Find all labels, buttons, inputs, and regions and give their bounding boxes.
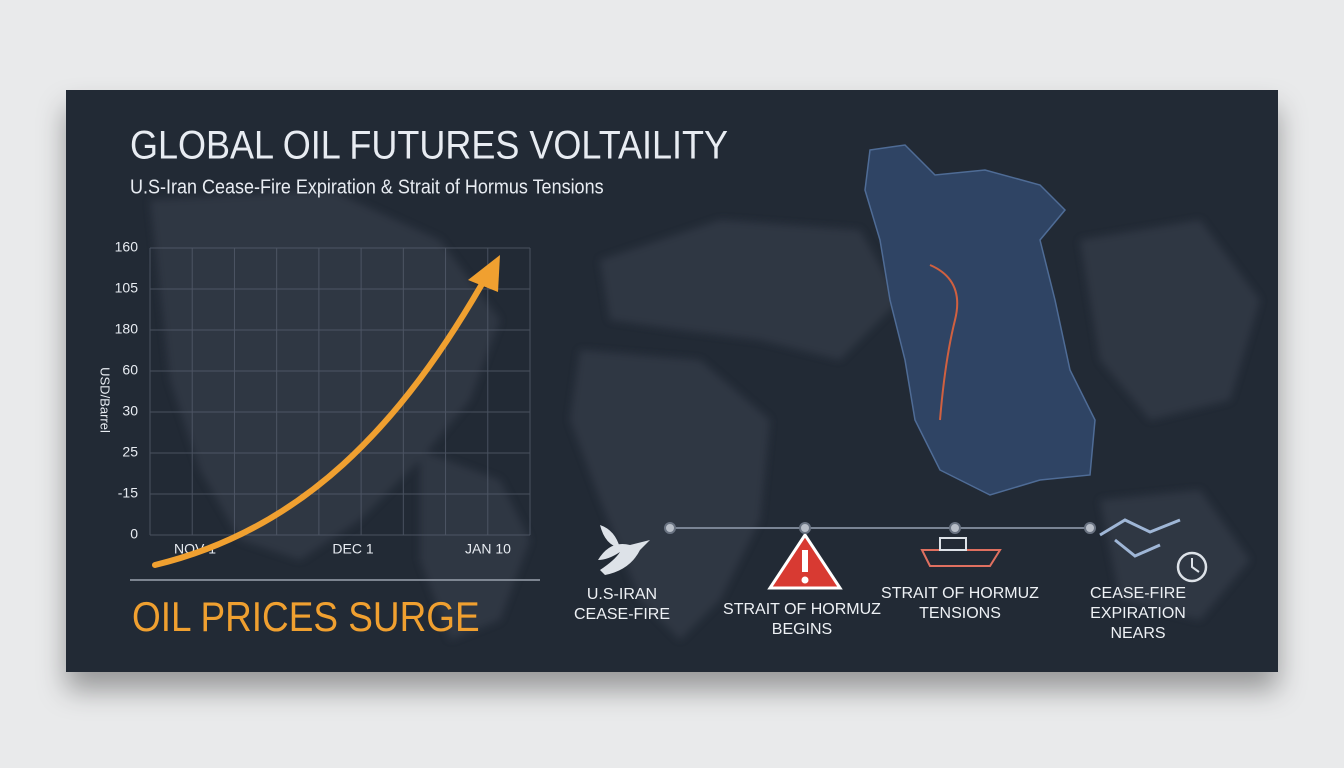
event-label: U.S-IRAN xyxy=(587,586,657,603)
timeline-dot xyxy=(664,522,676,534)
strait-route xyxy=(929,264,959,421)
y-label: 160 xyxy=(115,239,139,255)
handshake-icon xyxy=(1099,518,1181,558)
title: GLOBAL OIL FUTURES VOLTAILITY xyxy=(130,124,728,168)
chart-grid xyxy=(149,247,531,536)
y-label: 0 xyxy=(130,526,138,542)
iran-map xyxy=(864,144,1096,496)
dove-icon xyxy=(598,525,650,575)
x-label: JAN 10 xyxy=(465,541,511,557)
event-label: CEASE-FIRE xyxy=(574,606,670,623)
event-label: EXPIRATION xyxy=(1090,605,1186,622)
timeline-labels: U.S-IRAN CEASE-FIRE STRAIT OF HORMUZ BEGINS… xyxy=(574,585,1186,642)
y-label: 180 xyxy=(115,321,139,337)
y-label: -15 xyxy=(118,485,138,501)
event-label: STRAIT OF HORMUZ xyxy=(881,585,1039,602)
timeline-dot xyxy=(1084,522,1096,534)
headline: OIL PRICES SURGE xyxy=(132,594,480,641)
y-labels: 160 105 180 60 30 25 -15 0 xyxy=(115,239,139,542)
event-label: TENSIONS xyxy=(919,605,1001,622)
clock-hands xyxy=(1191,558,1200,573)
x-label: DEC 1 xyxy=(332,541,373,557)
x-label: NOV 1 xyxy=(174,541,216,557)
arrow-head xyxy=(468,255,500,292)
timeline-icons xyxy=(598,518,1208,590)
x-labels: NOV 1 DEC 1 JAN 10 xyxy=(174,541,511,557)
event-label: BEGINS xyxy=(772,621,832,638)
event-label: STRAIT OF HORMUZ xyxy=(723,601,881,618)
y-label: 60 xyxy=(122,362,138,378)
timeline-dot xyxy=(799,522,811,534)
subtitle: U.S-Iran Cease-Fire Expiration & Strait … xyxy=(130,176,604,198)
y-axis-label: USD/Barrel xyxy=(98,367,113,433)
world-map xyxy=(150,190,1260,640)
y-label: 25 xyxy=(122,444,138,460)
y-label: 30 xyxy=(122,403,138,419)
clock-icon xyxy=(1176,551,1208,583)
timeline-dots xyxy=(664,522,1096,534)
surge-arrow xyxy=(152,267,493,568)
event-label: NEARS xyxy=(1110,625,1165,642)
boat-icon xyxy=(920,549,1002,567)
warning-dot xyxy=(801,576,809,584)
warning-bar xyxy=(802,550,808,572)
timeline-dot xyxy=(949,522,961,534)
boat-cabin xyxy=(939,537,967,551)
event-label: CEASE-FIRE xyxy=(1090,585,1186,602)
y-label: 105 xyxy=(115,280,139,296)
